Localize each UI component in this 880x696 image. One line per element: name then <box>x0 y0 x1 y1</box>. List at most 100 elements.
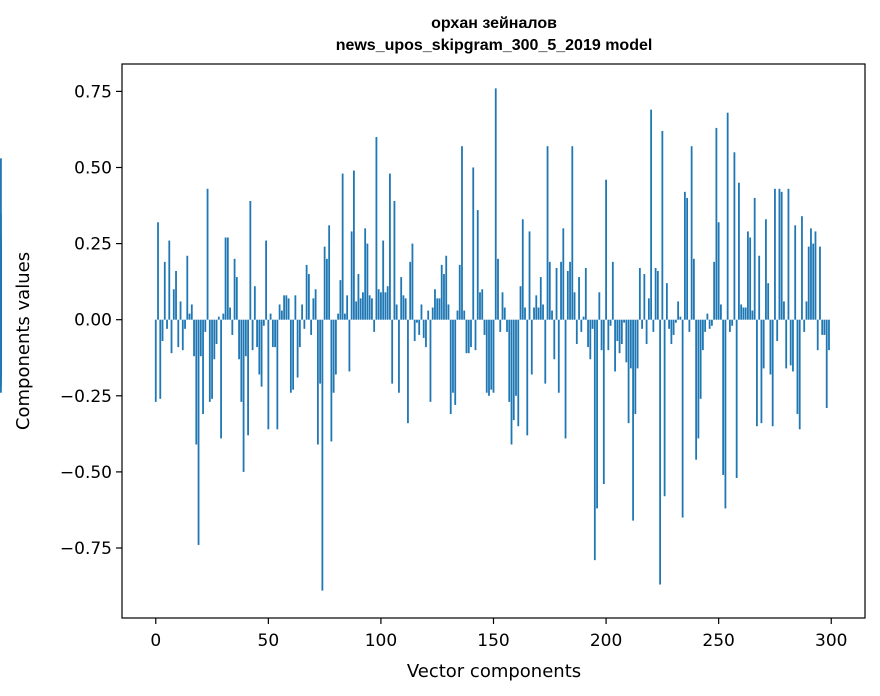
bar <box>226 237 229 320</box>
bar <box>706 313 709 320</box>
bar <box>159 319 162 399</box>
bar <box>479 292 481 320</box>
bar <box>472 167 475 320</box>
bar <box>220 319 222 439</box>
x-tick-label: 50 <box>258 631 280 651</box>
bar <box>278 304 281 320</box>
bar <box>395 304 398 320</box>
bar <box>233 258 236 320</box>
bar <box>713 261 716 320</box>
y-tick-label: 0.25 <box>74 235 112 255</box>
bar <box>600 319 603 351</box>
bar <box>429 319 432 402</box>
bar <box>476 210 479 320</box>
bar <box>546 146 549 320</box>
bar <box>238 319 240 360</box>
bar <box>528 231 531 320</box>
bar <box>629 319 632 369</box>
bar <box>386 286 389 320</box>
bar <box>803 319 806 332</box>
bar <box>774 188 776 320</box>
bar <box>461 146 463 320</box>
bar <box>357 274 360 320</box>
bar <box>708 319 711 329</box>
bar <box>258 319 261 375</box>
bar <box>490 319 493 390</box>
chart-title-line1: орхан зейналов <box>431 15 557 32</box>
bar <box>591 319 594 329</box>
bar <box>175 270 177 320</box>
bar <box>823 319 826 335</box>
bar <box>762 319 765 369</box>
bar <box>413 319 416 341</box>
bar <box>807 246 810 320</box>
bar <box>465 319 468 354</box>
bar <box>244 319 247 357</box>
y-tick-label: 0.00 <box>74 311 112 331</box>
bar <box>589 319 592 360</box>
bar <box>391 319 394 384</box>
bar <box>330 319 333 442</box>
bar <box>758 255 761 320</box>
bar <box>452 319 454 393</box>
bar <box>692 258 695 320</box>
bar <box>580 319 583 332</box>
bar <box>573 292 576 320</box>
bar <box>555 267 558 320</box>
bar <box>359 298 362 320</box>
bar <box>607 319 610 351</box>
bar <box>285 295 288 320</box>
bar <box>483 319 486 335</box>
bar <box>499 319 502 332</box>
bar <box>411 243 414 320</box>
bar <box>733 152 736 320</box>
bar <box>596 319 598 509</box>
bar <box>593 319 596 561</box>
bar <box>274 319 276 348</box>
bar <box>735 319 738 478</box>
bar <box>780 191 783 320</box>
bar <box>208 319 211 402</box>
bar <box>371 298 373 320</box>
bar <box>197 319 200 545</box>
bar <box>346 295 349 320</box>
bar <box>445 255 448 320</box>
bar <box>355 301 358 320</box>
bar <box>819 246 821 320</box>
bar <box>792 319 794 372</box>
bar <box>377 289 380 320</box>
bar <box>353 170 355 320</box>
bar <box>276 319 279 430</box>
bar <box>436 298 439 320</box>
bar <box>654 267 657 320</box>
bar <box>645 319 648 345</box>
bar <box>562 228 565 320</box>
y-tick-label: 0.50 <box>74 158 112 178</box>
bar <box>521 219 524 320</box>
bar <box>551 310 553 320</box>
bar <box>260 319 263 387</box>
bar <box>341 173 344 320</box>
bar <box>566 270 569 320</box>
bar <box>731 319 734 326</box>
bar <box>269 313 272 320</box>
bar <box>314 289 317 320</box>
bar <box>154 319 157 402</box>
bar <box>427 310 430 320</box>
bar <box>506 319 508 332</box>
bar <box>296 319 299 378</box>
bar <box>625 319 628 363</box>
bar <box>418 319 421 335</box>
bar <box>638 267 641 320</box>
bar <box>186 255 189 320</box>
bar <box>438 298 441 320</box>
bar <box>348 319 351 372</box>
bar <box>184 319 186 329</box>
bar <box>323 246 326 320</box>
bar <box>481 289 484 320</box>
bar <box>816 319 819 351</box>
bar <box>235 277 238 320</box>
bar <box>334 319 337 375</box>
bar <box>416 319 418 323</box>
bar <box>380 292 382 320</box>
